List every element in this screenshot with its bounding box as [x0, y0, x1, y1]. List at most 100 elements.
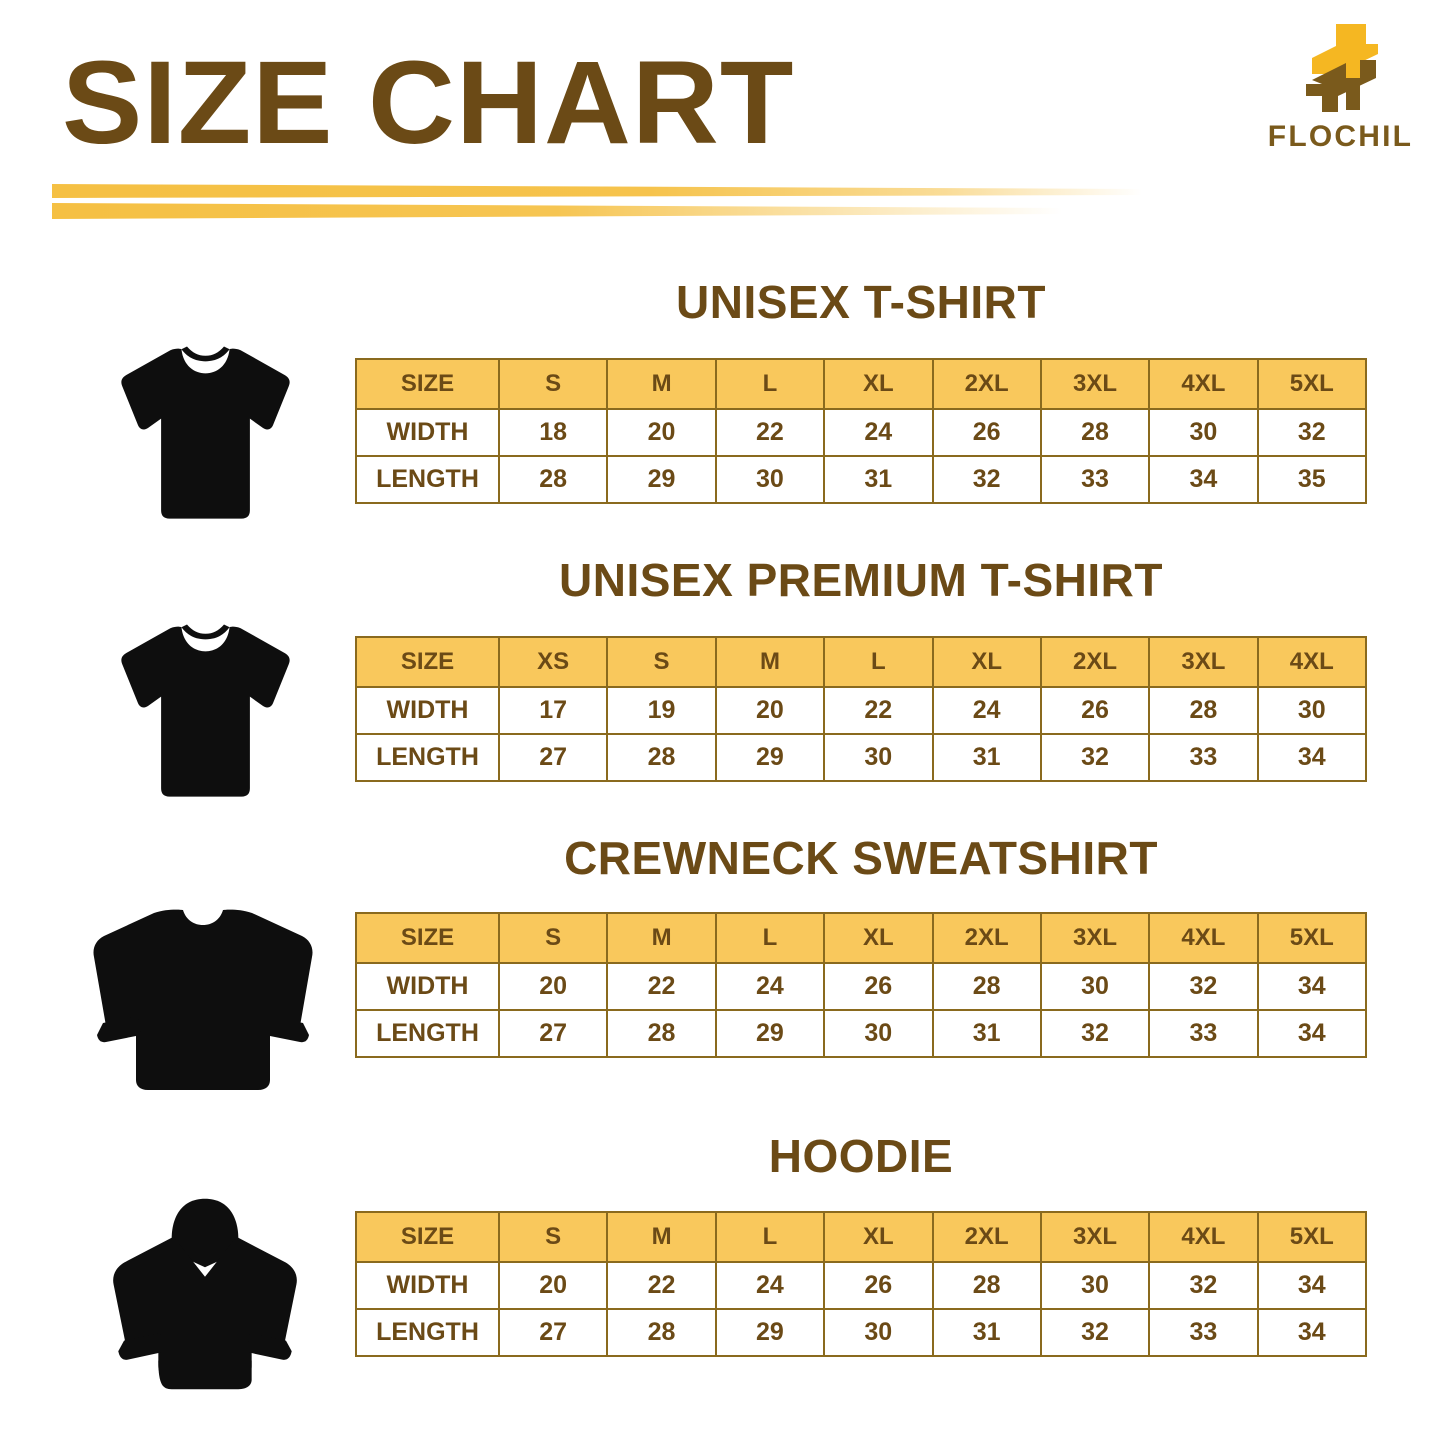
measurement-cell: 24: [931, 686, 1042, 735]
measurement-cell: 35: [1256, 455, 1368, 504]
row-label-cell: SIZE: [355, 912, 500, 964]
size-header-cell: 5XL: [1256, 912, 1368, 964]
measurement-cell: 29: [714, 1009, 826, 1058]
measurement-cell: 32: [1039, 1009, 1151, 1058]
measurement-cell: 30: [823, 733, 934, 782]
size-header-cell: 4XL: [1256, 636, 1368, 688]
section-heading: UNISEX PREMIUM T-SHIRT: [559, 554, 1163, 606]
measurement-cell: 31: [931, 733, 1042, 782]
measurement-cell: 34: [1256, 1009, 1368, 1058]
flochil-isometric-mark-icon: [1292, 22, 1396, 114]
measurement-cell: 28: [1039, 408, 1151, 457]
measurement-cell: 34: [1148, 455, 1259, 504]
size-header-cell: XL: [823, 1211, 934, 1263]
measurement-cell: 24: [714, 1261, 826, 1310]
size-header-cell: S: [497, 358, 609, 410]
size-header-cell: 3XL: [1039, 358, 1151, 410]
table-row-length: LENGTH 27 28 29 30 31 32 33 34: [355, 733, 1368, 782]
measurement-cell: 32: [931, 455, 1042, 504]
measurement-cell: 28: [606, 733, 717, 782]
table-row-width: WIDTH 17 19 20 22 24 26 28 30: [355, 686, 1368, 735]
crewneck-sweatshirt-icon: [88, 904, 318, 1094]
row-label-cell: LENGTH: [355, 1308, 500, 1357]
size-header-cell: 2XL: [931, 912, 1042, 964]
row-label-cell: WIDTH: [355, 408, 500, 457]
measurement-cell: 24: [714, 962, 826, 1011]
measurement-cell: 28: [606, 1308, 717, 1357]
measurement-cell: 33: [1148, 1308, 1259, 1357]
measurement-cell: 29: [606, 455, 717, 504]
section-heading: CREWNECK SWEATSHIRT: [564, 832, 1158, 884]
size-header-cell: L: [714, 1211, 826, 1263]
hoodie-icon: [105, 1193, 305, 1393]
tshirt-icon: [113, 338, 298, 528]
table-header-row: SIZE S M L XL 2XL 3XL 4XL 5XL: [355, 358, 1368, 410]
measurement-cell: 22: [823, 686, 934, 735]
measurement-cell: 32: [1039, 733, 1151, 782]
measurement-cell: 30: [714, 455, 826, 504]
measurement-cell: 34: [1256, 733, 1368, 782]
size-header-cell: 2XL: [931, 1211, 1042, 1263]
measurement-cell: 28: [1148, 686, 1259, 735]
table-header-row: SIZE S M L XL 2XL 3XL 4XL 5XL: [355, 1211, 1368, 1263]
measurement-cell: 32: [1256, 408, 1368, 457]
table-row-width: WIDTH 18 20 22 24 26 28 30 32: [355, 408, 1368, 457]
size-table: SIZE S M L XL 2XL 3XL 4XL 5XL WIDTH 18 20 22 24 26 28 30…: [355, 358, 1368, 504]
size-header-cell: M: [606, 358, 717, 410]
size-header-cell: S: [497, 912, 609, 964]
size-header-cell: M: [606, 912, 717, 964]
measurement-cell: 22: [714, 408, 826, 457]
table-row-length: LENGTH 27 28 29 30 31 32 33 34: [355, 1308, 1368, 1357]
measurement-cell: 26: [1039, 686, 1151, 735]
size-table: SIZE S M L XL 2XL 3XL 4XL 5XL WIDTH 20 22 24 26 28 30 32…: [355, 912, 1368, 1058]
size-header-cell: 3XL: [1148, 636, 1259, 688]
measurement-cell: 26: [823, 962, 934, 1011]
measurement-cell: 29: [714, 733, 826, 782]
measurement-cell: 31: [931, 1009, 1042, 1058]
size-header-cell: 5XL: [1256, 1211, 1368, 1263]
measurement-cell: 33: [1148, 1009, 1259, 1058]
measurement-cell: 22: [606, 962, 717, 1011]
measurement-cell: 30: [1039, 962, 1151, 1011]
row-label-cell: LENGTH: [355, 455, 500, 504]
size-table: SIZE S M L XL 2XL 3XL 4XL 5XL WIDTH 20 22 24 26 28 30 32…: [355, 1211, 1368, 1357]
table-header-row: SIZE S M L XL 2XL 3XL 4XL 5XL: [355, 912, 1368, 964]
size-header-cell: 4XL: [1148, 358, 1259, 410]
measurement-cell: 33: [1148, 733, 1259, 782]
size-header-cell: 2XL: [1039, 636, 1151, 688]
measurement-cell: 20: [714, 686, 826, 735]
size-header-cell: XL: [823, 912, 934, 964]
measurement-cell: 30: [1148, 408, 1259, 457]
size-header-cell: 3XL: [1039, 1211, 1151, 1263]
size-header-cell: 4XL: [1148, 1211, 1259, 1263]
measurement-cell: 32: [1148, 962, 1259, 1011]
size-table: SIZE XS S M L XL 2XL 3XL 4XL WIDTH 17 19 20 22 24 26 28 3…: [355, 636, 1368, 782]
measurement-cell: 17: [497, 686, 609, 735]
measurement-cell: 28: [497, 455, 609, 504]
measurement-cell: 30: [823, 1308, 934, 1357]
table-header-row: SIZE XS S M L XL 2XL 3XL 4XL: [355, 636, 1368, 688]
size-header-cell: 5XL: [1256, 358, 1368, 410]
row-label-cell: SIZE: [355, 358, 500, 410]
measurement-cell: 31: [931, 1308, 1042, 1357]
size-header-cell: XS: [497, 636, 609, 688]
title-underline-rules: [52, 178, 1142, 224]
section-heading: UNISEX T-SHIRT: [676, 276, 1046, 328]
size-header-cell: L: [714, 358, 826, 410]
size-header-cell: XL: [931, 636, 1042, 688]
measurement-cell: 18: [497, 408, 609, 457]
measurement-cell: 28: [606, 1009, 717, 1058]
measurement-cell: 27: [497, 1308, 609, 1357]
measurement-cell: 34: [1256, 962, 1368, 1011]
row-label-cell: WIDTH: [355, 1261, 500, 1310]
measurement-cell: 20: [606, 408, 717, 457]
measurement-cell: 32: [1148, 1261, 1259, 1310]
row-label-cell: WIDTH: [355, 962, 500, 1011]
measurement-cell: 24: [823, 408, 934, 457]
measurement-cell: 29: [714, 1308, 826, 1357]
row-label-cell: LENGTH: [355, 1009, 500, 1058]
table-row-length: LENGTH 27 28 29 30 31 32 33 34: [355, 1009, 1368, 1058]
row-label-cell: SIZE: [355, 636, 500, 688]
size-header-cell: L: [714, 912, 826, 964]
row-label-cell: LENGTH: [355, 733, 500, 782]
